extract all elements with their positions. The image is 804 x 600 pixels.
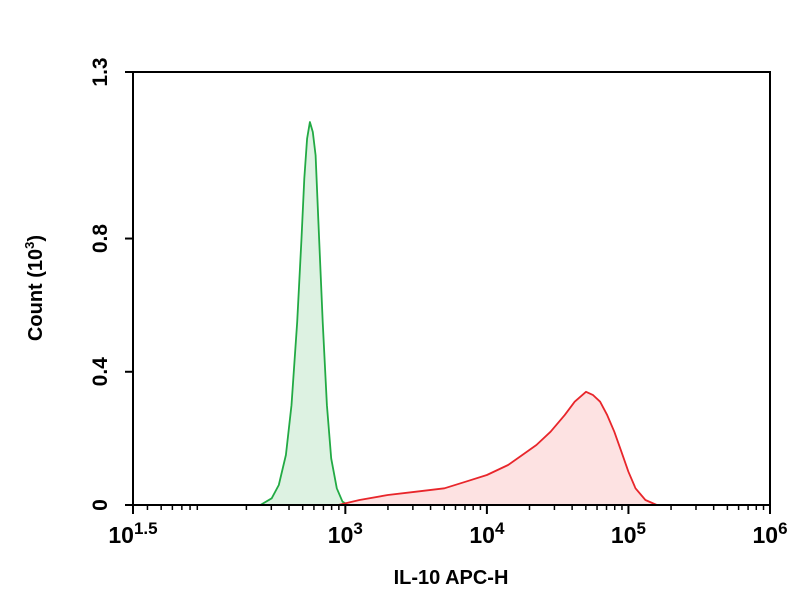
x-tick-base: 10 <box>328 522 354 548</box>
x-tick-exponent: 4 <box>495 519 505 538</box>
green-histogram-line <box>259 121 349 506</box>
x-tick-base: 10 <box>611 522 637 548</box>
x-tick-label: 104 <box>469 519 505 548</box>
plot-frame <box>132 71 771 506</box>
y-tick-label: 0.4 <box>89 357 112 387</box>
plot-series <box>259 121 658 506</box>
x-tick-label: 103 <box>328 519 363 548</box>
y-axis-title-prefix: Count (10 <box>25 249 47 341</box>
green-histogram-fill <box>260 122 349 505</box>
x-tick-exponent: 1.5 <box>134 519 158 538</box>
x-axis-ticks: 101.5 103 104 105 106 <box>108 505 788 548</box>
x-tick-base: 10 <box>752 522 778 548</box>
y-tick-label: 0 <box>89 499 112 511</box>
x-tick-label: 106 <box>752 519 787 548</box>
x-tick-exponent: 6 <box>778 519 787 538</box>
red-histogram-fill <box>338 391 657 505</box>
y-axis-title: Count (103) <box>22 235 47 341</box>
x-tick-base: 10 <box>469 522 495 548</box>
x-tick-exponent: 3 <box>353 519 362 538</box>
y-tick-label: 0.8 <box>89 224 112 254</box>
y-axis-title-suffix: ) <box>25 235 47 242</box>
y-tick-label: 1.3 <box>89 57 112 86</box>
x-axis-title: IL-10 APC-H <box>394 567 509 589</box>
red-histogram-line <box>338 390 658 506</box>
y-axis-ticks: 0 0.4 0.8 1.3 <box>89 57 133 511</box>
x-tick-label: 101.5 <box>108 519 157 548</box>
x-tick-label: 105 <box>611 519 646 548</box>
x-tick-base: 10 <box>108 522 134 548</box>
x-tick-exponent: 5 <box>637 519 646 538</box>
y-axis-title-exponent: 3 <box>22 242 37 249</box>
